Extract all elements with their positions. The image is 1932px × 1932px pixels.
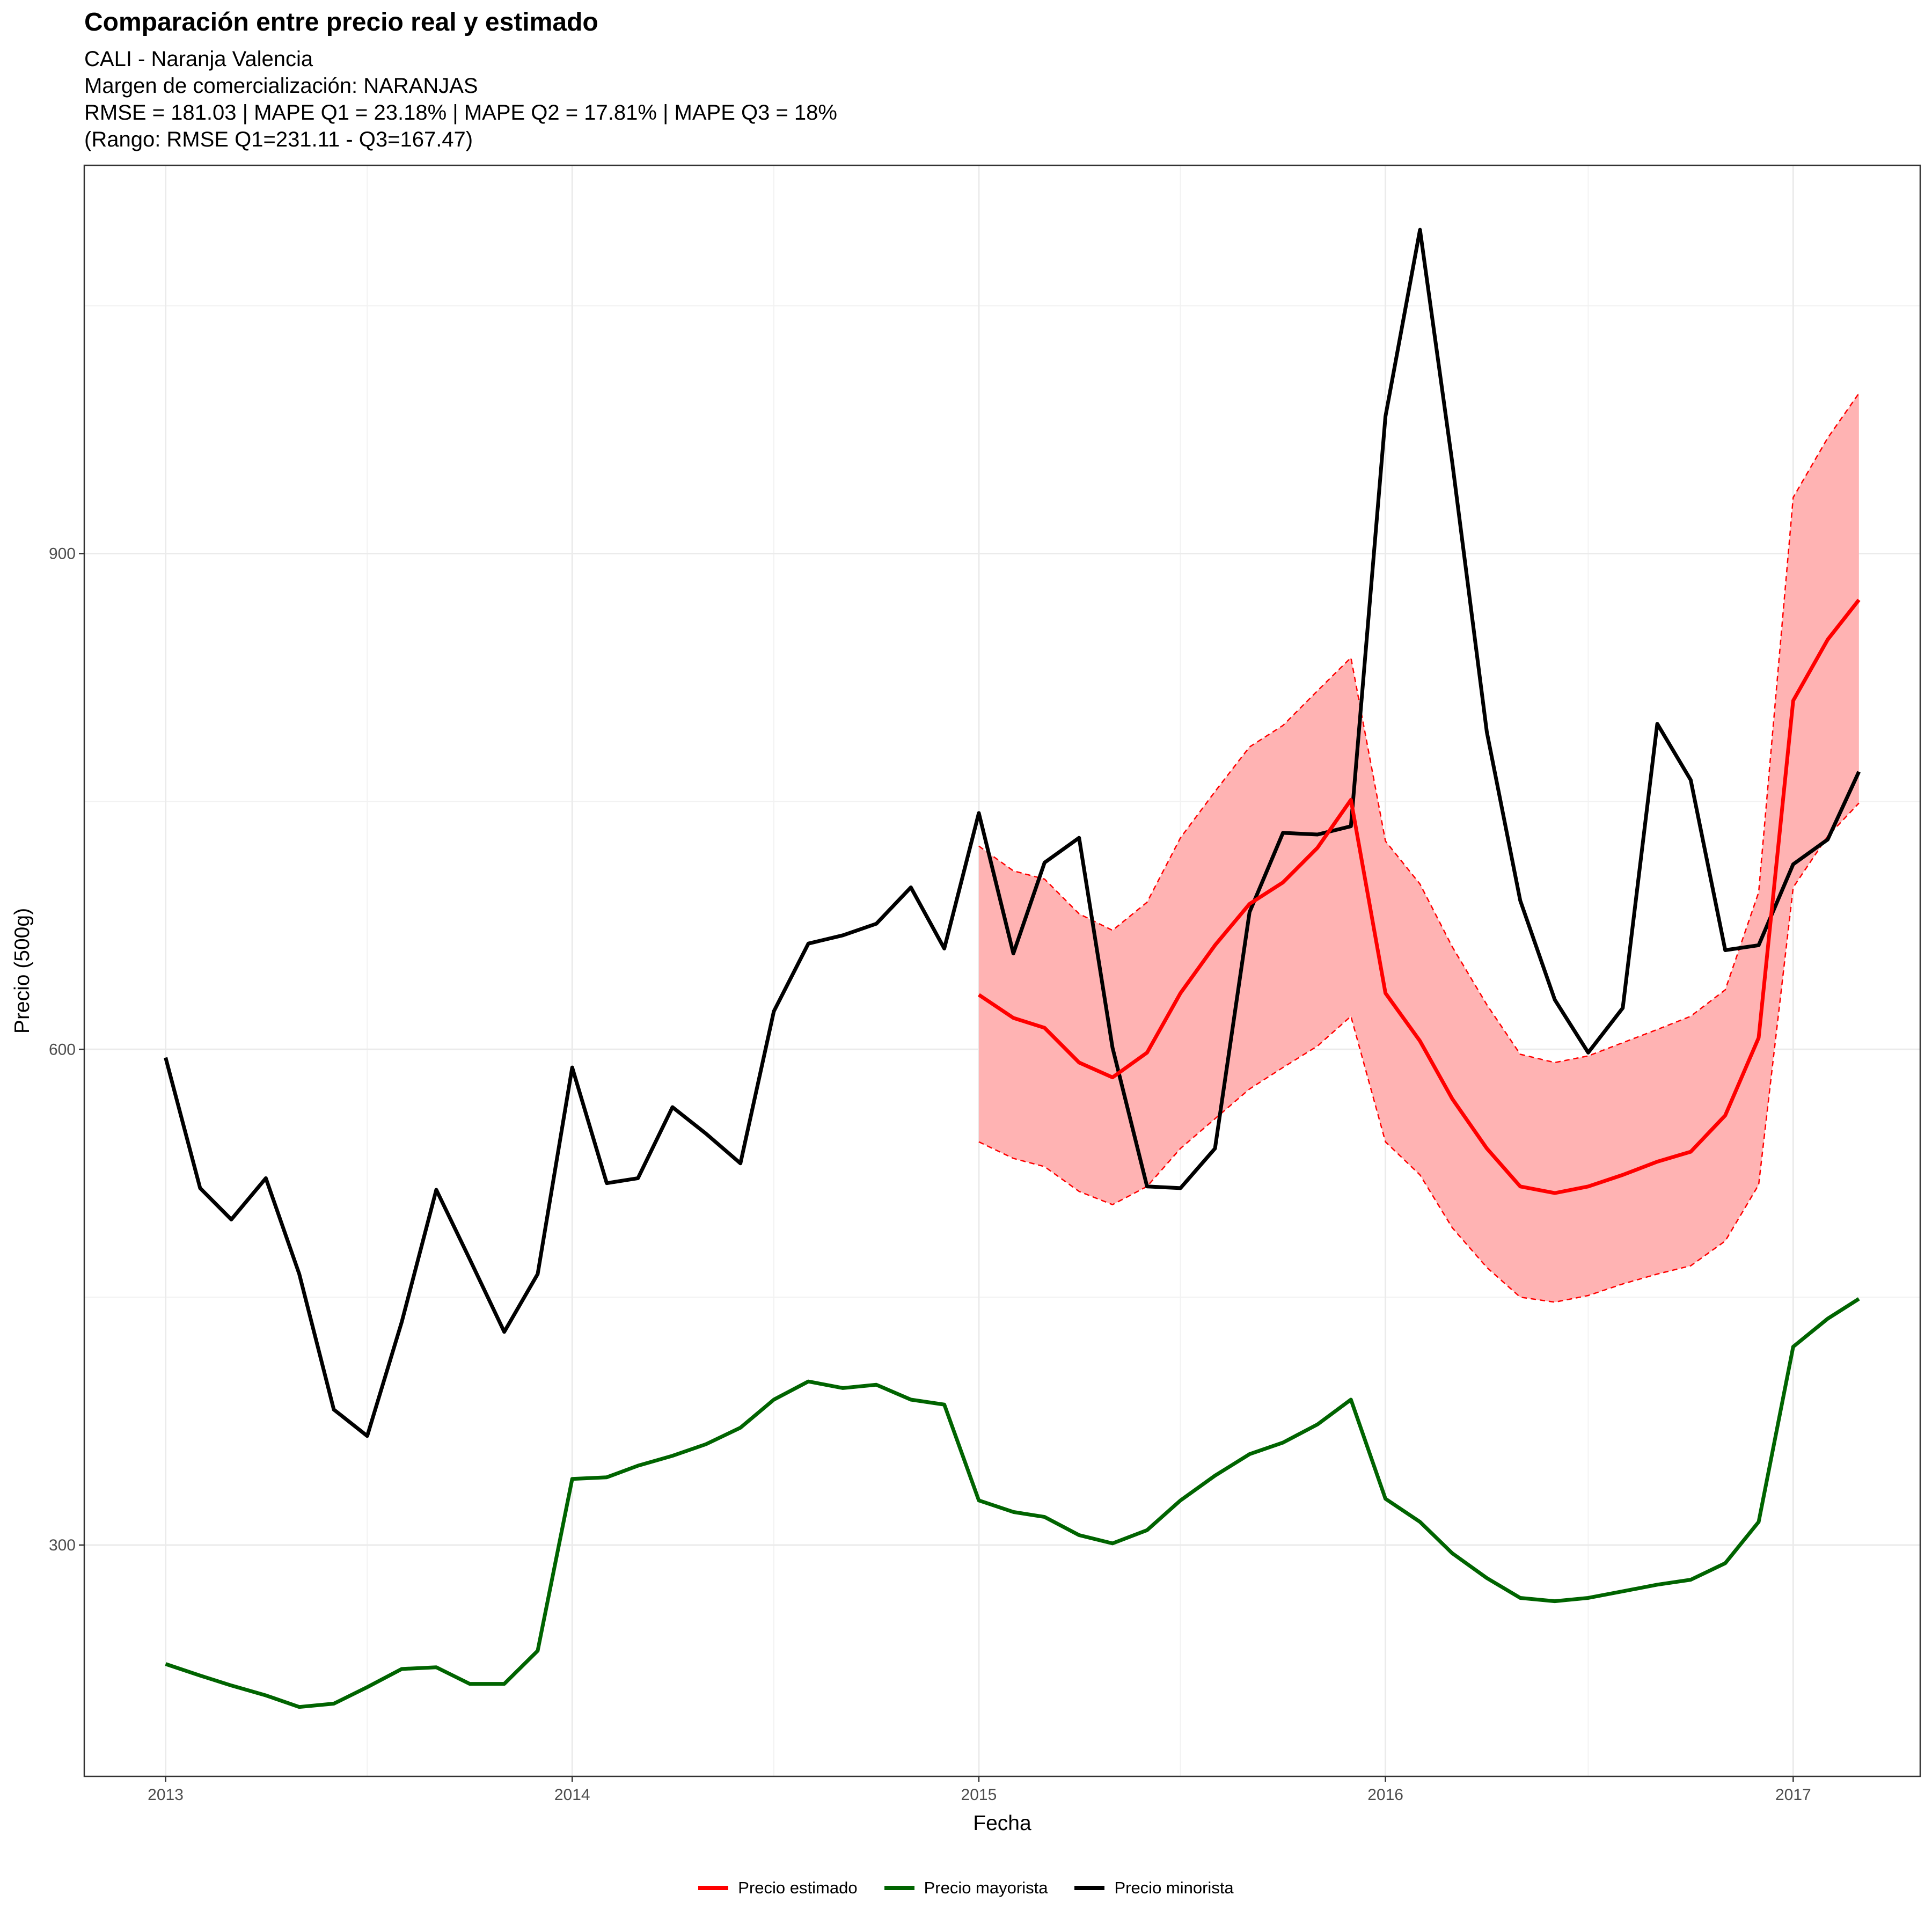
subtitle-line-1: CALI - Naranja Valencia <box>84 47 313 71</box>
legend-label-estimado: Precio estimado <box>738 1878 858 1897</box>
subtitle-line-4: (Rango: RMSE Q1=231.11 - Q3=167.47) <box>84 128 473 151</box>
y-axis-title: Precio (500g) <box>11 908 34 1034</box>
estimate-interval-area <box>978 393 1859 1302</box>
legend-item-estimado: Precio estimado <box>698 1878 858 1898</box>
axis-ticks: 2013 2014 2015 2016 2017 300 600 900 <box>49 545 1811 1804</box>
legend-key-minorista <box>1074 1886 1105 1890</box>
x-tick-label: 2014 <box>554 1786 590 1804</box>
y-tick-label: 900 <box>49 545 76 563</box>
legend-item-minorista: Precio minorista <box>1074 1878 1234 1898</box>
legend-item-mayorista: Precio mayorista <box>884 1878 1048 1898</box>
chart-title: Comparación entre precio real y estimado <box>84 8 598 36</box>
x-tick-label: 2013 <box>148 1786 184 1804</box>
estimate-upper-bound-line <box>978 393 1860 1064</box>
x-tick-label: 2016 <box>1367 1786 1403 1804</box>
series-line-mayorista <box>165 1297 1860 1709</box>
legend: Precio estimado Precio mayorista Precio … <box>0 1878 1932 1898</box>
confidence-band <box>978 393 1859 1302</box>
estimate-lower-bound-line <box>978 802 1860 1303</box>
legend-key-estimado <box>698 1886 729 1890</box>
legend-label-mayorista: Precio mayorista <box>924 1878 1048 1897</box>
series-lines <box>164 228 1861 1709</box>
subtitle-line-2: Margen de comercialización: NARANJAS <box>84 74 478 98</box>
legend-label-minorista: Precio minorista <box>1114 1878 1234 1897</box>
y-tick-label: 600 <box>49 1041 76 1058</box>
x-tick-label: 2017 <box>1775 1786 1811 1804</box>
plot-panel-border <box>83 164 1921 1777</box>
subtitle-line-3: RMSE = 181.03 | MAPE Q1 = 23.18% | MAPE … <box>84 101 837 125</box>
y-tick-label: 300 <box>49 1536 76 1554</box>
series-line-estimado <box>977 598 1861 1195</box>
series-line-minorista <box>164 228 1861 1438</box>
x-tick-label: 2015 <box>961 1786 997 1804</box>
legend-key-mayorista <box>884 1886 914 1890</box>
x-axis-title: Fecha <box>973 1812 1031 1835</box>
